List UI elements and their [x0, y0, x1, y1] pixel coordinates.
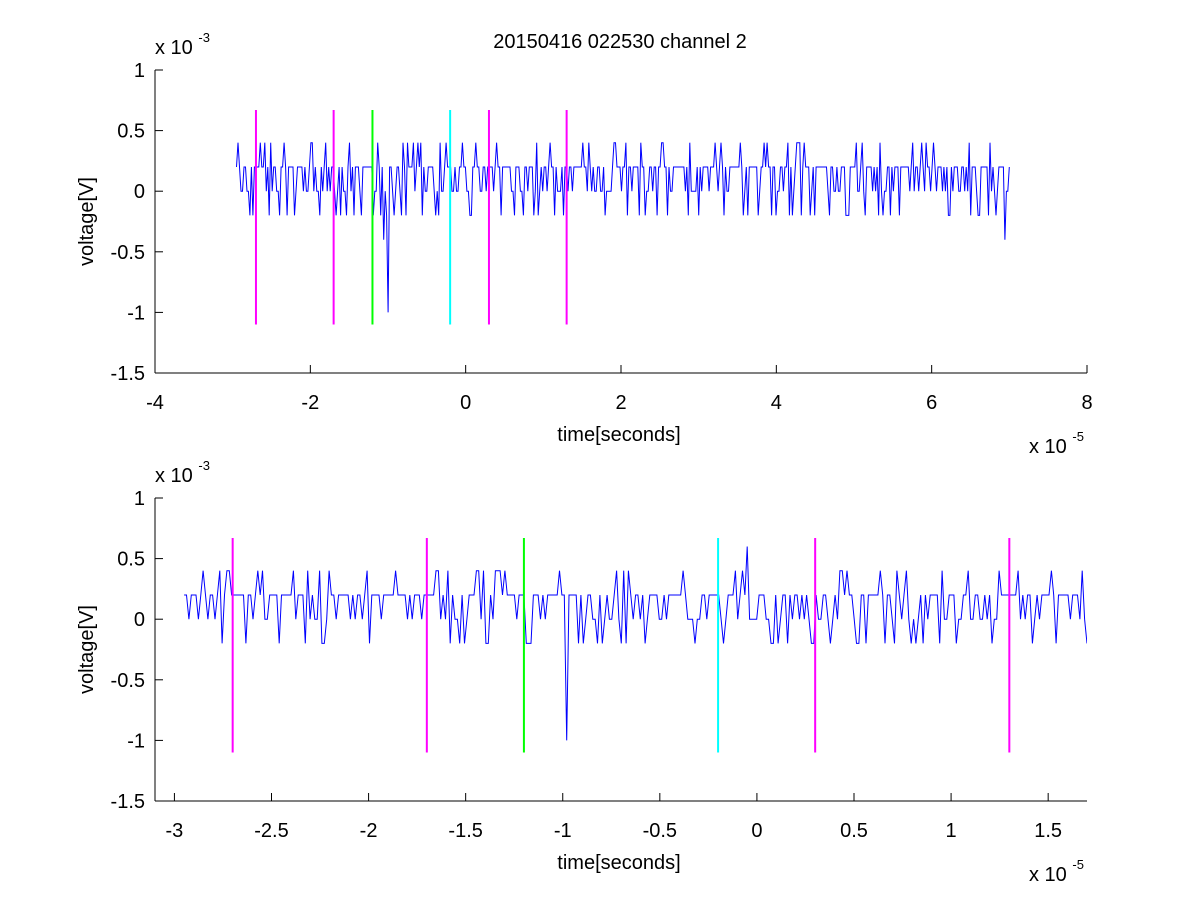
x-exponent: -5	[1072, 857, 1084, 872]
y-exponent: -3	[198, 458, 210, 473]
y-tick-label: 1	[134, 60, 145, 82]
y-tick-label: 0	[134, 181, 145, 203]
top-plot: -1.5 -1 -0.5 0 0.5 1 -4 -2 0 2 4 6 8 time[seconds] vol…	[76, 30, 1093, 458]
y-exponent-label: x 10 -3	[155, 30, 210, 59]
y-tick-label: -1.5	[111, 791, 145, 813]
plot-area	[184, 537, 1087, 753]
x-tick-label: -2	[301, 392, 319, 414]
x-tick-label: 4	[771, 392, 782, 414]
y-tick-label: 0.5	[117, 121, 145, 143]
signal-trace	[236, 142, 1010, 313]
x-tick-label: -1.5	[448, 820, 482, 842]
x-axis-label: time[seconds]	[557, 424, 680, 446]
x-tick-label: -0.5	[643, 820, 677, 842]
y-tick-label: 0.5	[117, 549, 145, 571]
x-tick-label: 6	[926, 392, 937, 414]
y-tick-label: 1	[134, 488, 145, 510]
y-tick-label: -0.5	[111, 670, 145, 692]
x-tick-label: -1	[554, 820, 572, 842]
x-tick-label: -2.5	[254, 820, 288, 842]
y-tick-label: -1.5	[111, 363, 145, 385]
plot-area	[236, 109, 1010, 325]
y-tick-label: 0	[134, 609, 145, 631]
figure-title: 20150416 022530 channel 2	[493, 31, 747, 53]
bottom-plot: -1.5 -1 -0.5 0 0.5 1 -3 -2.5 -2 -1.5 -1 -0.5 0 0.5 1 1.…	[76, 458, 1087, 886]
y-exponent-label: x 10 -3	[155, 458, 210, 487]
y-axis-label: voltage[V]	[76, 177, 98, 266]
x-axis-label: time[seconds]	[557, 852, 680, 874]
x-tick-label: 0	[751, 820, 762, 842]
x-exponent: -5	[1072, 429, 1084, 444]
signal-trace	[184, 546, 1087, 741]
x-tick-label: -2	[360, 820, 378, 842]
x-exponent-label: x 10 -5	[1029, 857, 1084, 886]
x-tick-label: 1	[946, 820, 957, 842]
x-tick-label: 1.5	[1034, 820, 1062, 842]
x-tick-label: 8	[1081, 392, 1092, 414]
x-tick-label: -4	[146, 392, 164, 414]
y-tick-label: -1	[127, 302, 145, 324]
y-tick-label: -0.5	[111, 242, 145, 264]
x-tick-label: 0.5	[840, 820, 868, 842]
x-exponent-label: x 10 -5	[1029, 429, 1084, 458]
y-exponent: -3	[198, 30, 210, 45]
x-tick-label: 0	[460, 392, 471, 414]
x-tick-label: 2	[615, 392, 626, 414]
x-tick-label: -3	[166, 820, 184, 842]
y-axis-label: voltage[V]	[76, 605, 98, 694]
y-tick-label: -1	[127, 730, 145, 752]
